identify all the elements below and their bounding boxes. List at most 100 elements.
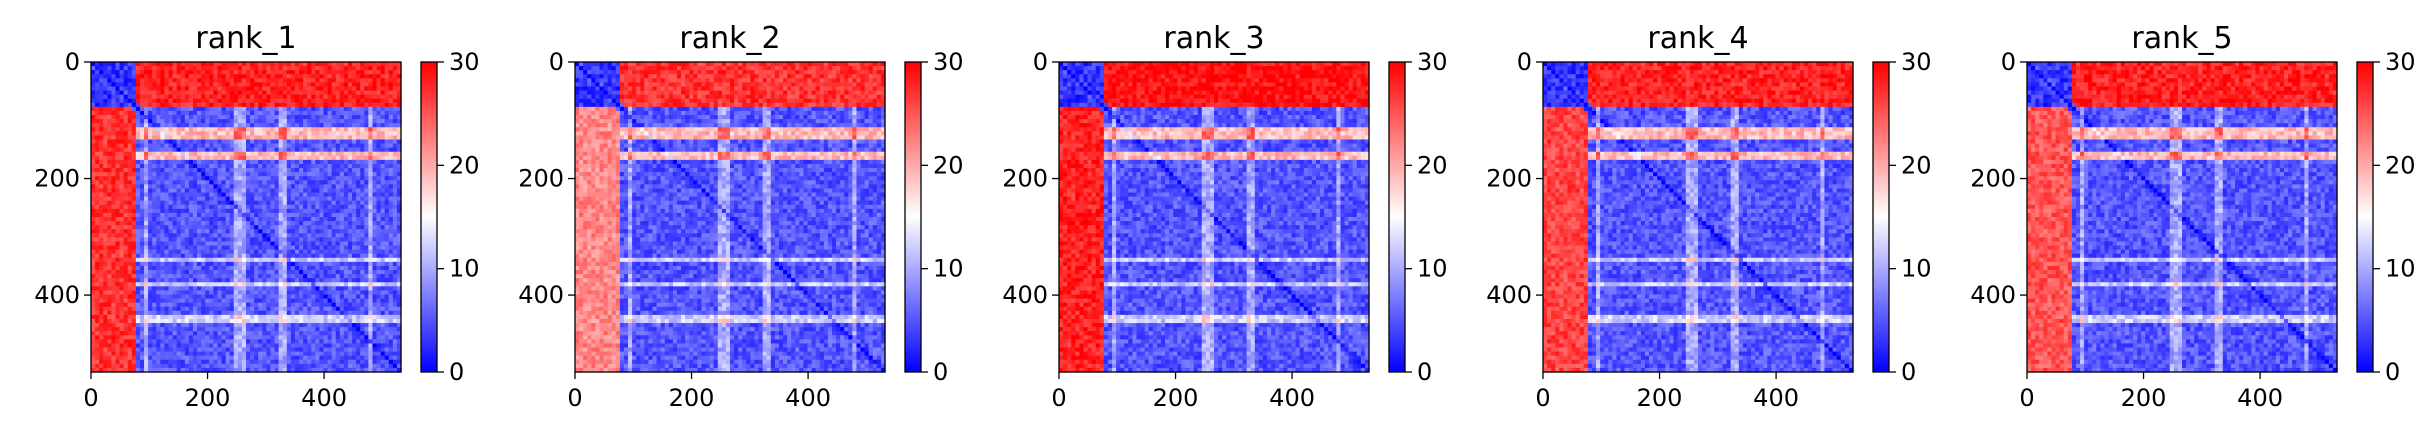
heatmap-cell: [250, 151, 255, 157]
heatmap-cell: [99, 159, 104, 165]
heatmap-cell: [311, 78, 316, 83]
heatmap-cell: [246, 78, 251, 83]
heatmap-cell: [278, 265, 284, 271]
heatmap-cell: [99, 115, 104, 120]
heatmap-cell: [172, 196, 178, 202]
heatmap-cell: [352, 110, 357, 116]
heatmap-cell: [335, 200, 341, 206]
heatmap-cell: [131, 168, 137, 173]
heatmap-cell: [282, 265, 288, 271]
heatmap-cell: [286, 314, 292, 320]
heatmap-cell: [319, 102, 325, 108]
heatmap-cell: [123, 217, 129, 222]
heatmap-cell: [99, 66, 104, 71]
heatmap-cell: [311, 302, 316, 308]
heatmap-cell: [176, 298, 182, 304]
heatmap-cell: [347, 74, 353, 79]
heatmap-cell: [384, 172, 390, 177]
heatmap-cell: [311, 188, 316, 194]
heatmap-cell: [229, 241, 235, 247]
heatmap-cell: [180, 90, 186, 96]
heatmap-cell: [135, 253, 141, 259]
heatmap-cell: [311, 110, 316, 116]
heatmap-cell: [286, 159, 292, 165]
heatmap-cell: [347, 168, 353, 173]
heatmap-cell: [176, 110, 182, 116]
heatmap-cell: [201, 274, 206, 279]
heatmap-cell: [197, 123, 202, 128]
heatmap-cell: [217, 147, 223, 153]
heatmap-cell: [135, 294, 141, 300]
heatmap-cell: [139, 265, 145, 271]
heatmap-cell: [233, 123, 239, 128]
heatmap-cell: [184, 270, 190, 275]
heatmap-cell: [380, 286, 386, 292]
heatmap-cell: [197, 70, 202, 75]
heatmap-cell: [107, 270, 112, 275]
heatmap-cell: [266, 62, 272, 67]
heatmap-cell: [388, 192, 394, 198]
heatmap-cell: [229, 196, 235, 202]
heatmap-cell: [103, 184, 108, 190]
heatmap-cell: [286, 249, 292, 255]
heatmap-cell: [164, 204, 170, 210]
heatmap-cell: [380, 208, 386, 214]
heatmap-cell: [307, 143, 312, 149]
heatmap-cell: [254, 151, 259, 157]
heatmap-cell: [152, 74, 157, 79]
heatmap-cell: [229, 139, 235, 145]
heatmap-cell: [278, 225, 284, 230]
heatmap-cell: [352, 147, 357, 153]
heatmap-cell: [364, 184, 369, 190]
heatmap-cell: [368, 90, 374, 96]
heatmap-cell: [95, 323, 100, 328]
heatmap-cell: [392, 143, 398, 149]
heatmap-cell: [237, 241, 243, 247]
heatmap-cell: [254, 200, 259, 206]
heatmap-cell: [156, 192, 161, 198]
heatmap-cell: [115, 180, 121, 185]
heatmap-cell: [380, 82, 386, 88]
heatmap-cell: [286, 102, 292, 108]
heatmap-cell: [396, 102, 402, 108]
heatmap-cell: [286, 274, 292, 279]
heatmap-cell: [311, 70, 316, 75]
heatmap-cell: [225, 66, 231, 71]
heatmap-cell: [184, 253, 190, 259]
heatmap-cell: [303, 66, 308, 71]
heatmap-cell: [148, 62, 153, 67]
heatmap-cell: [331, 168, 337, 173]
heatmap-cell: [192, 221, 198, 226]
heatmap-cell: [360, 82, 365, 88]
heatmap-cell: [148, 294, 153, 300]
heatmap-cell: [278, 327, 284, 332]
heatmap-cell: [139, 82, 145, 88]
heatmap-cell: [241, 221, 247, 226]
heatmap-cell: [119, 221, 125, 226]
heatmap-cell: [286, 204, 292, 210]
heatmap-cell: [388, 159, 394, 165]
heatmap-cell: [262, 82, 267, 88]
heatmap-cell: [262, 78, 267, 83]
heatmap-cell: [152, 327, 157, 332]
heatmap-cell: [246, 294, 251, 300]
heatmap-cell: [331, 245, 337, 251]
heatmap-cell: [270, 135, 276, 141]
heatmap-cell: [152, 314, 157, 320]
heatmap-cell: [380, 294, 386, 300]
heatmap-cell: [95, 74, 100, 79]
heatmap-cell: [331, 249, 337, 255]
heatmap-cell: [237, 237, 243, 243]
heatmap-cell: [258, 172, 263, 177]
heatmap-cell: [95, 131, 100, 137]
heatmap-cell: [107, 274, 112, 279]
heatmap-cell: [262, 70, 267, 75]
heatmap-cell: [319, 131, 325, 137]
heatmap-cell: [164, 261, 170, 267]
heatmap-cell: [123, 62, 129, 67]
heatmap-cell: [225, 278, 231, 283]
heatmap-cell: [254, 147, 259, 153]
heatmap-cell: [364, 225, 369, 230]
heatmap-cell: [197, 261, 202, 267]
heatmap-cell: [307, 106, 312, 112]
